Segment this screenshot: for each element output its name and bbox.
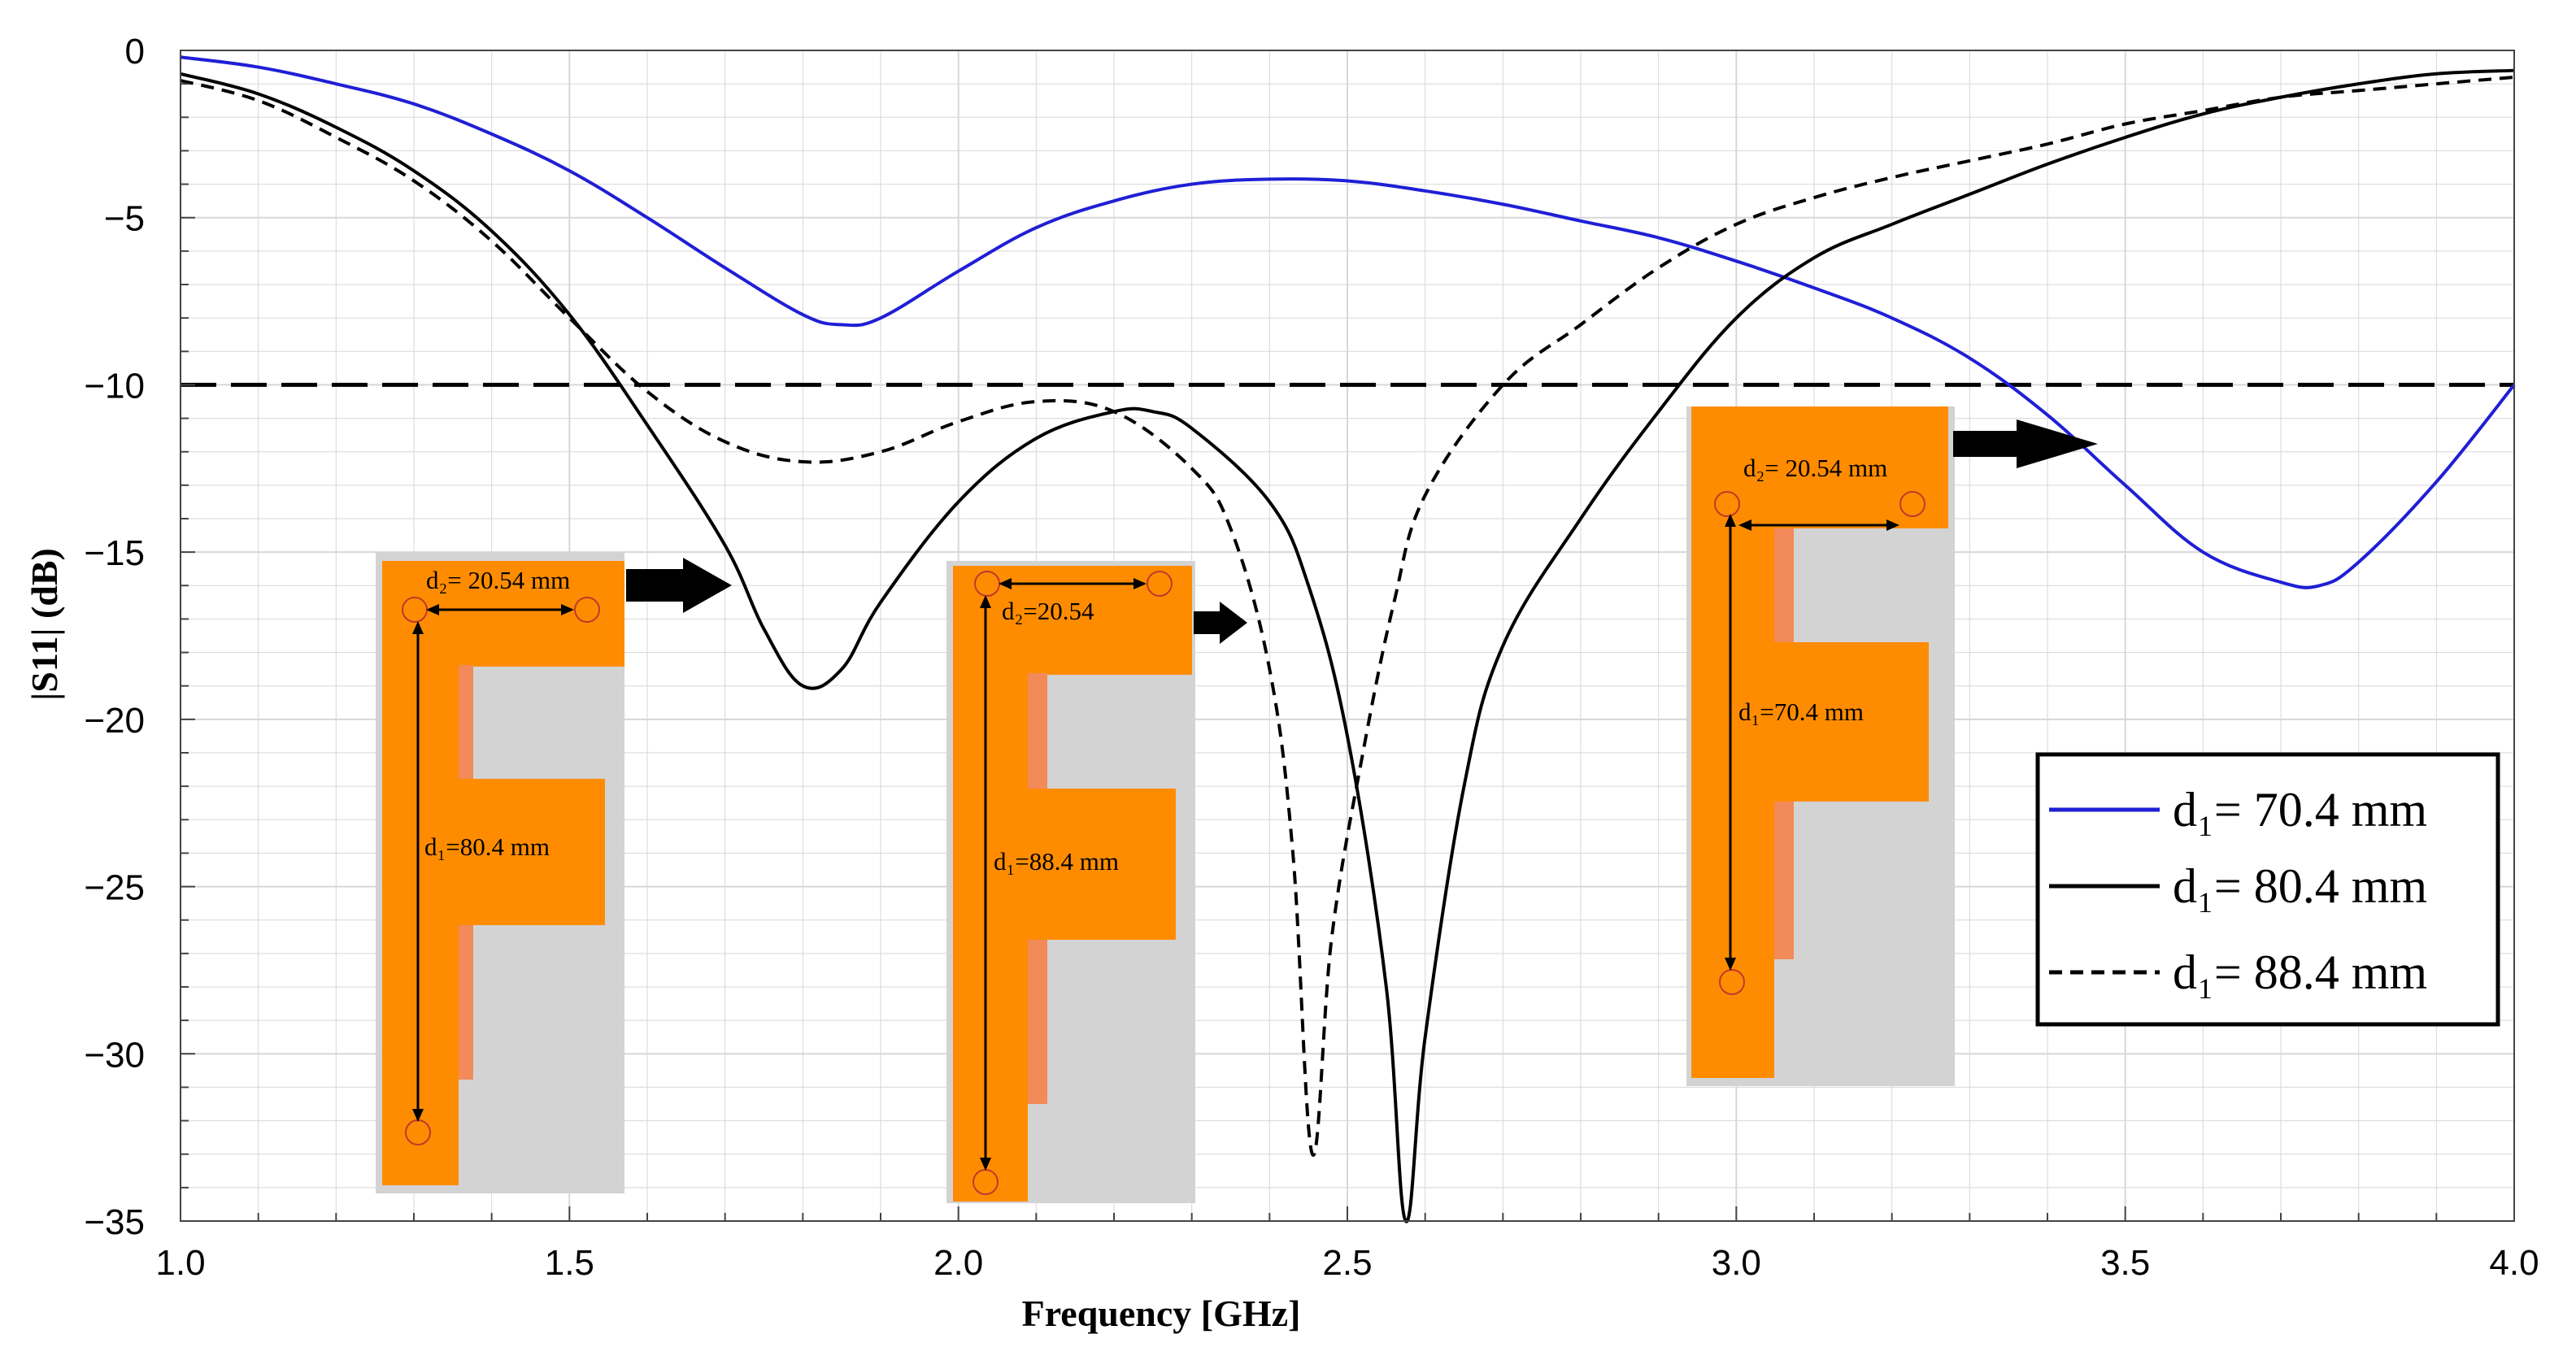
arrowhead bbox=[1725, 958, 1736, 971]
series-line-1 bbox=[180, 68, 2515, 1223]
x-tick-label: 3.5 bbox=[2100, 1243, 2150, 1283]
y-tick-label: −25 bbox=[84, 868, 145, 908]
x-tick-label: 1.0 bbox=[155, 1243, 205, 1283]
x-tick-label: 2.5 bbox=[1322, 1243, 1372, 1283]
x-tick-label: 1.5 bbox=[545, 1243, 594, 1283]
arrowhead bbox=[1134, 578, 1147, 589]
y-tick-label: −5 bbox=[104, 199, 145, 239]
inset-d2-label: d₂= 20.54 mm bbox=[1743, 454, 1887, 482]
legend-label-70: d₁= 70.4 mm bbox=[2173, 783, 2427, 837]
branch-arm bbox=[1028, 789, 1176, 940]
arrowhead bbox=[980, 1158, 991, 1171]
y-tick-label: 0 bbox=[125, 32, 145, 72]
y-tick-label: −35 bbox=[84, 1202, 145, 1242]
main-radiator-strip bbox=[953, 566, 1028, 1202]
legend-label-88: d₁= 88.4 mm bbox=[2173, 945, 2427, 999]
arrowhead bbox=[412, 1109, 424, 1122]
x-tick-label: 4.0 bbox=[2489, 1243, 2539, 1283]
legend-box bbox=[2035, 752, 2500, 1027]
port-circle bbox=[574, 597, 600, 623]
y-tick-label: −15 bbox=[84, 533, 145, 573]
antenna-inset-88: d₂=20.54 d₁=88.4 mm bbox=[946, 561, 1195, 1203]
callout-arrows bbox=[626, 419, 2098, 644]
branch-arm bbox=[459, 779, 605, 925]
callout-arrow-88 bbox=[1194, 602, 1247, 644]
antenna-inset-80: d₂= 20.54 mm d₁=80.4 mm bbox=[376, 553, 624, 1193]
inset-d1-label: d₁=80.4 mm bbox=[424, 832, 550, 861]
port-circle bbox=[1714, 491, 1740, 517]
arrowhead bbox=[1725, 514, 1736, 527]
arrowhead bbox=[1738, 519, 1751, 531]
series-line-0 bbox=[180, 55, 2516, 589]
x-tick-labels: 1.0 1.5 2.0 2.5 3.0 3.5 4.0 bbox=[155, 1243, 2539, 1283]
legend-label-80: d₁= 80.4 mm bbox=[2173, 859, 2427, 913]
arrowhead bbox=[980, 595, 991, 608]
inset-d2-label: d₂= 20.54 mm bbox=[426, 566, 570, 594]
main-radiator-strip bbox=[1691, 406, 1774, 1078]
series-line-2 bbox=[180, 75, 2515, 1157]
x-tick-label: 3.0 bbox=[1712, 1243, 1761, 1283]
y-tick-label: −30 bbox=[84, 1035, 145, 1075]
arrowhead bbox=[1886, 519, 1899, 531]
antenna-inset-70: d₂= 20.54 mm d₁=70.4 mm bbox=[1686, 406, 1955, 1086]
inset-d1-label: d₁=70.4 mm bbox=[1738, 698, 1864, 726]
arrowhead bbox=[999, 578, 1012, 589]
x-tick-label: 2.0 bbox=[933, 1243, 983, 1283]
callout-arrow-80 bbox=[626, 558, 732, 613]
inset-d1-label: d₁=88.4 mm bbox=[994, 847, 1119, 876]
branch-arm bbox=[1774, 642, 1929, 802]
callout-arrow-70 bbox=[1953, 419, 2098, 468]
main-radiator-strip bbox=[382, 561, 459, 1185]
legend: d₁= 70.4 mm d₁= 80.4 mm d₁= 88.4 mm bbox=[2035, 752, 2500, 1027]
port-circle bbox=[1147, 571, 1173, 597]
y-tick-label: −20 bbox=[84, 701, 145, 741]
y-tick-labels: 0 −5 −10 −15 −20 −25 −30 −35 bbox=[84, 32, 145, 1242]
port-circle bbox=[1719, 969, 1745, 995]
arrowhead bbox=[412, 621, 424, 634]
inset-d2-label: d₂=20.54 bbox=[1002, 597, 1094, 625]
arrowhead bbox=[561, 604, 574, 615]
y-axis-title: |S11| (dB) bbox=[24, 548, 65, 701]
arrowhead bbox=[426, 604, 439, 615]
y-tick-label: −10 bbox=[84, 366, 145, 406]
series-layer bbox=[180, 55, 2516, 1223]
x-axis-title: Frequency [GHz] bbox=[1022, 1293, 1301, 1334]
port-circle bbox=[1899, 491, 1925, 517]
axes bbox=[180, 50, 2515, 1222]
